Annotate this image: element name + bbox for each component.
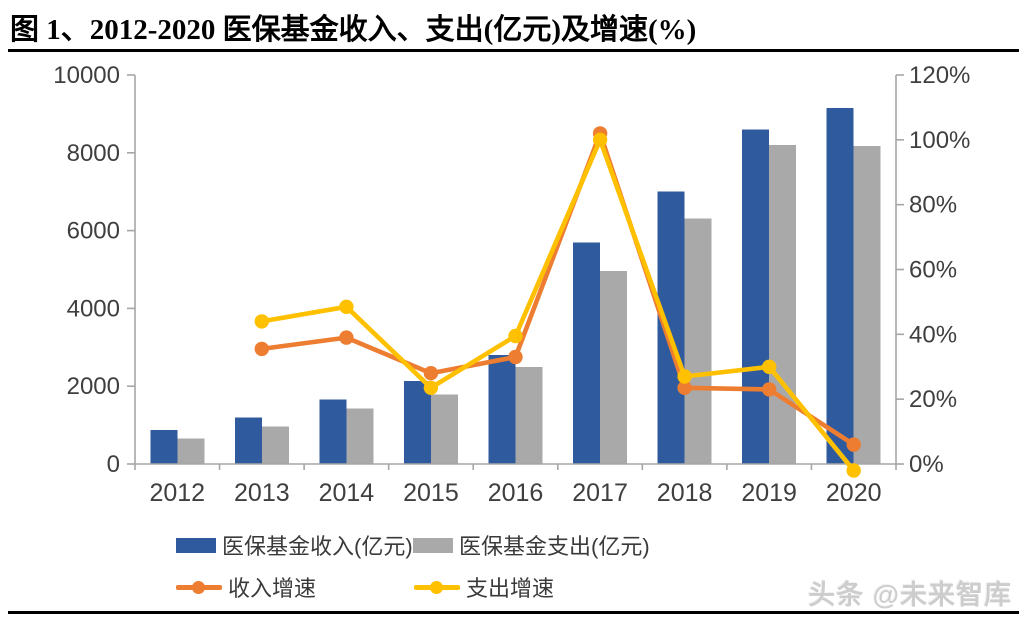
right-axis-tick-label: 40% (909, 321, 957, 348)
line-marker-icon (846, 463, 861, 478)
bar-2012-0 (150, 430, 178, 464)
growth-line-0 (259, 131, 857, 447)
bar-2020-0 (826, 108, 854, 464)
y-axis-tick-label: 8000 (67, 140, 120, 167)
expense-growth-line-swatch (414, 579, 460, 596)
x-axis-label-2017: 2017 (572, 479, 628, 507)
y-axis-tick-label: 2000 (67, 373, 120, 400)
bar-2019-1 (769, 145, 797, 464)
income-bar-swatch (176, 537, 216, 553)
right-axis-tick-label: 120% (909, 62, 970, 89)
x-axis-label-2019: 2019 (741, 479, 797, 507)
bar-series-0 (150, 108, 854, 464)
x-axis-label-2016: 2016 (488, 479, 544, 507)
bottom-divider (8, 611, 1019, 614)
right-axis-tick-label: 80% (909, 192, 957, 219)
bar-2012-1 (177, 438, 205, 464)
x-axis-label-2012: 2012 (149, 479, 205, 507)
line-marker-icon (508, 328, 523, 344)
legend-label-expense-bar: 医保基金支出(亿元) (459, 534, 650, 559)
bar-2018-1 (684, 218, 712, 464)
line-marker-icon (508, 349, 523, 365)
line-marker-icon (677, 369, 692, 384)
right-axis-tick-label: 60% (909, 257, 957, 284)
line-marker-icon (592, 132, 608, 147)
legend-label-income-bar: 医保基金收入(亿元) (222, 534, 413, 559)
bar-2014-1 (346, 408, 374, 464)
legend-item-expense-bar: 医保基金支出(亿元) (413, 532, 650, 559)
y-axis-tick-label: 4000 (67, 295, 120, 322)
legend-item-expense-growth: 支出增速 (414, 574, 555, 601)
line-marker-icon (423, 380, 439, 395)
x-axis-label-2015: 2015 (403, 479, 459, 507)
x-axis-label-2018: 2018 (657, 479, 713, 507)
legend-label-income-growth: 收入增速 (228, 576, 317, 601)
bar-series-1 (177, 145, 881, 464)
y-axis-tick-label: 6000 (67, 218, 120, 245)
bar-2019-0 (742, 129, 770, 464)
line-marker-icon (423, 366, 439, 381)
axes: 0 2000 4000 6000 8000 10000 0% 20% 40% 60% 80% 100%… (53, 62, 970, 507)
bar-2020-1 (853, 146, 881, 464)
bar-2016-0 (488, 355, 516, 464)
line-marker-icon (677, 380, 692, 395)
line-marker-icon (339, 330, 354, 345)
y-axis-tick-label: 10000 (53, 62, 120, 89)
line-marker-icon (846, 437, 861, 452)
line-marker-icon (254, 314, 269, 329)
line-series-1 (254, 132, 861, 478)
x-axis-label-2014: 2014 (319, 479, 375, 507)
bar-2013-0 (234, 417, 262, 464)
line-marker-icon (254, 341, 269, 357)
right-axis-tick-label: 20% (909, 386, 957, 413)
plot-area: 0 2000 4000 6000 8000 10000 0% 20% 40% 60% 80% 100%… (53, 62, 970, 507)
income-growth-line-swatch (176, 579, 222, 596)
growth-line-1 (259, 137, 857, 473)
y-axis-tick-label: 0 (107, 451, 120, 478)
bar-2015-0 (403, 381, 431, 464)
bar-2013-1 (261, 426, 289, 464)
bar-2017-0 (573, 242, 601, 464)
watermark: 头条 @未来智库 (808, 580, 1012, 610)
legend-item-income-growth: 收入增速 (176, 574, 317, 601)
expense-bar-swatch (413, 537, 453, 553)
bar-2015-1 (430, 394, 458, 464)
bar-2017-1 (600, 271, 628, 464)
line-series-0 (254, 126, 861, 452)
x-axis-label-2020: 2020 (826, 479, 882, 507)
bar-2016-1 (515, 367, 543, 464)
legend-item-income-bar: 医保基金收入(亿元) (176, 532, 413, 559)
right-axis-tick-label: 100% (909, 127, 970, 154)
title-divider (8, 49, 1019, 52)
line-marker-icon (762, 359, 777, 374)
line-marker-icon (762, 382, 777, 397)
figure-title: 图 1、2012-2020 医保基金收入、支出(亿元)及增速(%) (10, 14, 697, 46)
marker-dot-icon (430, 580, 443, 594)
bar-2014-0 (319, 399, 347, 464)
combo-chart: 0 2000 4000 6000 8000 10000 0% 20% 40% 60% 80% 100%… (53, 62, 970, 507)
line-marker-icon (339, 299, 354, 314)
bar-2018-0 (657, 191, 685, 464)
marker-dot-icon (192, 580, 205, 594)
x-axis-label-2013: 2013 (234, 479, 290, 507)
right-axis-tick-label: 0% (909, 451, 944, 478)
legend-label-expense-growth: 支出增速 (466, 576, 555, 601)
